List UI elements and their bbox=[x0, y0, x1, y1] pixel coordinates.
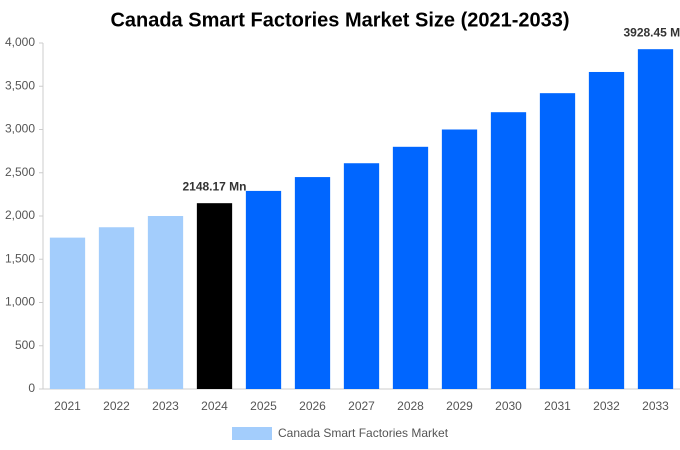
y-tick-label: 3,000 bbox=[5, 122, 35, 136]
legend-swatch bbox=[232, 427, 272, 440]
x-tick-label: 2031 bbox=[544, 399, 571, 413]
x-tick-label: 2029 bbox=[446, 399, 473, 413]
y-tick-label: 1,000 bbox=[5, 295, 35, 309]
bar bbox=[637, 49, 674, 389]
bar bbox=[147, 216, 184, 389]
x-tick-label: 2023 bbox=[152, 399, 179, 413]
bar bbox=[539, 93, 576, 390]
y-tick-label: 500 bbox=[15, 338, 35, 352]
value-label: 3928.45 Mn bbox=[623, 25, 680, 39]
x-tick-label: 2027 bbox=[348, 399, 375, 413]
bar bbox=[196, 203, 233, 389]
bar bbox=[245, 190, 282, 389]
bar bbox=[588, 71, 625, 389]
y-tick-label: 2,500 bbox=[5, 165, 35, 179]
chart-title: Canada Smart Factories Market Size (2021… bbox=[110, 9, 569, 31]
x-tick-label: 2030 bbox=[495, 399, 522, 413]
x-tick-label: 2021 bbox=[54, 399, 81, 413]
x-tick-label: 2033 bbox=[642, 399, 669, 413]
bar bbox=[98, 227, 135, 389]
x-tick-label: 2022 bbox=[103, 399, 130, 413]
bar bbox=[490, 112, 527, 389]
x-tick-label: 2032 bbox=[593, 399, 620, 413]
legend-label: Canada Smart Factories Market bbox=[278, 426, 449, 440]
bar bbox=[294, 177, 331, 389]
y-tick-label: 1,500 bbox=[5, 251, 35, 265]
x-tick-label: 2024 bbox=[201, 399, 228, 413]
bar bbox=[49, 237, 86, 389]
y-tick-label: 4,000 bbox=[5, 35, 35, 49]
x-tick-label: 2028 bbox=[397, 399, 424, 413]
value-label: 2148.17 Mn bbox=[182, 179, 246, 193]
bar bbox=[441, 129, 478, 389]
x-tick-label: 2025 bbox=[250, 399, 277, 413]
y-tick-label: 3,500 bbox=[5, 78, 35, 92]
y-tick-label: 0 bbox=[28, 381, 35, 395]
bar bbox=[343, 163, 380, 389]
x-tick-label: 2026 bbox=[299, 399, 326, 413]
bar bbox=[392, 146, 429, 389]
y-tick-label: 2,000 bbox=[5, 208, 35, 222]
